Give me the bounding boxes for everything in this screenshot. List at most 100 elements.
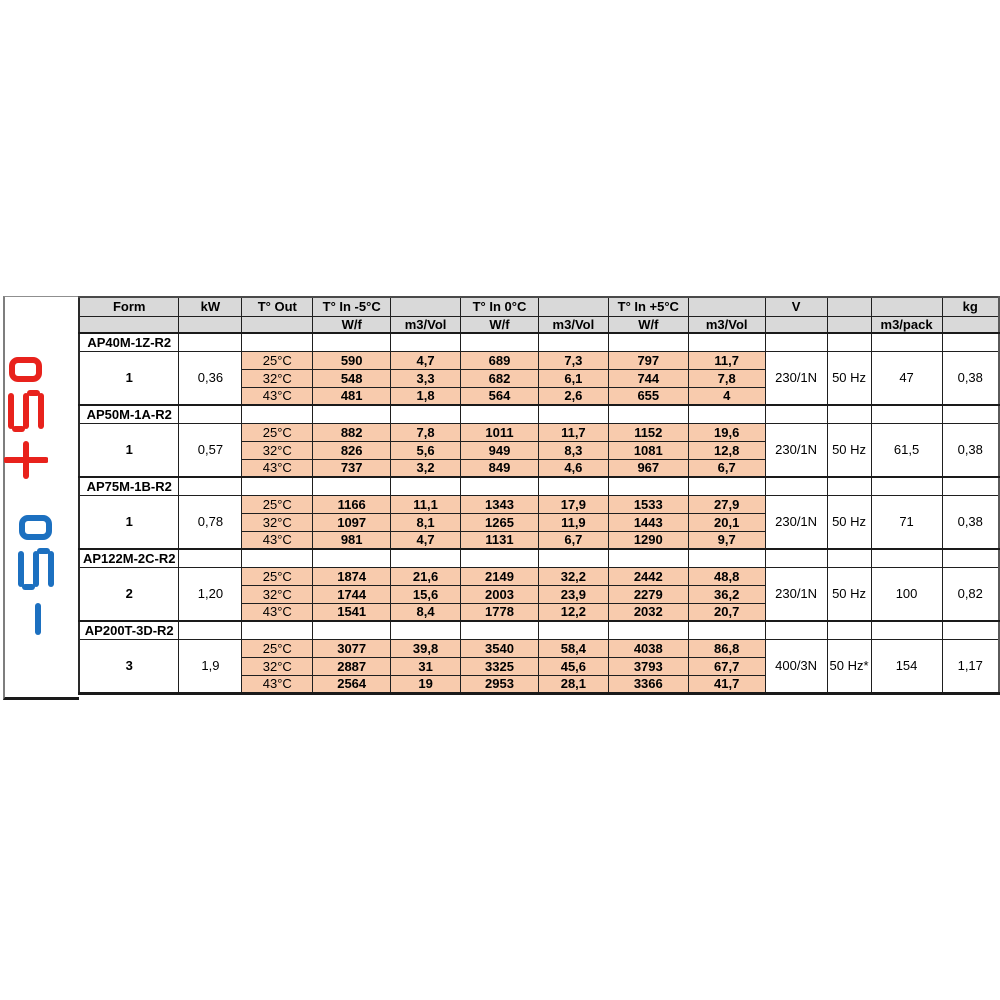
cell-wf-minus5: 1874 <box>312 566 392 586</box>
cell-m3vol-minus5: 39,8 <box>390 638 462 658</box>
cell-wf-minus5: 3077 <box>312 638 392 658</box>
cell-m3vol-plus5: 19,6 <box>687 422 766 442</box>
cell-wf-minus5-blank <box>312 476 392 496</box>
cell-wf-plus5: 2279 <box>607 584 689 604</box>
cell-m3vol-plus5: 9,7 <box>687 530 766 550</box>
cell-hz: 50 Hz <box>826 566 872 622</box>
cell-m3vol-0: 17,9 <box>537 494 609 514</box>
cell-m3vol-plus5: 48,8 <box>687 566 766 586</box>
cell-wf-plus5-blank <box>607 332 689 352</box>
header-wf-plus5: W/f <box>607 315 689 334</box>
cell-v: 400/3N <box>764 638 828 694</box>
header2-blank-kg <box>941 315 1000 334</box>
cell-m3vol-0: 4,6 <box>537 458 609 478</box>
cell-m3vol-minus5: 7,8 <box>390 422 462 442</box>
header-row-1: Form kW T° Out T° In -5°C T° In 0°C T° I… <box>78 296 1000 317</box>
cell-wf-0: 682 <box>460 368 539 388</box>
header-m3vol-plus5: m3/Vol <box>687 315 766 334</box>
cell-m3vol-0: 7,3 <box>537 350 609 370</box>
cell-hz: 50 Hz* <box>826 638 872 694</box>
cell-wf-minus5-blank <box>312 620 392 640</box>
cell-wf-plus5: 1081 <box>607 440 689 460</box>
cell-wf-0: 2953 <box>460 674 539 694</box>
header-blank-5 <box>870 296 943 317</box>
cell-wf-0: 3540 <box>460 638 539 658</box>
cell-m3vol-0-blank <box>537 476 609 496</box>
cell-t-out-blank <box>241 332 314 352</box>
model-name: AP50M-1A-R2 <box>78 404 180 424</box>
cell-m3vol-plus5: 11,7 <box>687 350 766 370</box>
minus5-seven-segment-icon <box>18 515 54 635</box>
cell-m3vol-0-blank <box>537 332 609 352</box>
cell-t-out: 25°C <box>241 494 314 514</box>
cell-hz-blank <box>826 548 872 568</box>
cell-wf-minus5: 1166 <box>312 494 392 514</box>
cell-hz-blank <box>826 620 872 640</box>
header-t-in-0: T° In 0°C <box>460 296 539 317</box>
cell-t-out: 25°C <box>241 566 314 586</box>
cell-wf-minus5: 548 <box>312 368 392 388</box>
cell-t-out-blank <box>241 404 314 424</box>
cell-wf-0: 1343 <box>460 494 539 514</box>
header-m3vol-minus5: m3/Vol <box>390 315 462 334</box>
cell-m3vol-minus5: 8,4 <box>390 602 462 622</box>
cell-m3vol-0: 6,7 <box>537 530 609 550</box>
model-row: AP50M-1A-R2 <box>78 404 1000 424</box>
cell-m3pack-blank <box>870 332 943 352</box>
cell-kg-blank <box>941 404 1000 424</box>
cell-wf-plus5: 1443 <box>607 512 689 532</box>
cell-kw: 0,57 <box>178 422 243 478</box>
cell-m3vol-minus5: 21,6 <box>390 566 462 586</box>
data-row: 32°C 1097 8,1 1265 11,9 1443 20,1 <box>79 512 999 532</box>
cell-wf-plus5: 3793 <box>607 656 689 676</box>
cell-wf-0: 949 <box>460 440 539 460</box>
cell-wf-plus5: 3366 <box>607 674 689 694</box>
cell-m3vol-minus5: 8,1 <box>390 512 462 532</box>
cell-m3vol-0: 2,6 <box>537 386 609 406</box>
cell-wf-minus5: 2564 <box>312 674 392 694</box>
cell-m3vol-plus5-blank <box>687 476 766 496</box>
cell-kg-blank <box>941 548 1000 568</box>
cell-m3vol-minus5: 19 <box>390 674 462 694</box>
cell-t-out: 25°C <box>241 350 314 370</box>
cell-m3vol-plus5: 67,7 <box>687 656 766 676</box>
cell-wf-0-blank <box>460 332 539 352</box>
cell-v: 230/1N <box>764 566 828 622</box>
data-row: 32°C 548 3,3 682 6,1 744 7,8 <box>79 368 999 388</box>
cell-t-out: 43°C <box>241 386 314 406</box>
cell-kw-blank <box>178 332 243 352</box>
spec-table: Form kW T° Out T° In -5°C T° In 0°C T° I… <box>78 296 1000 695</box>
cell-m3vol-minus5-blank <box>390 548 462 568</box>
model-name: AP200T-3D-R2 <box>78 620 180 640</box>
cell-v: 230/1N <box>764 422 828 478</box>
cell-m3vol-minus5-blank <box>390 404 462 424</box>
header-kw: kW <box>178 296 243 317</box>
cell-m3vol-0-blank <box>537 548 609 568</box>
cell-hz-blank <box>826 476 872 496</box>
header-wf-minus5: W/f <box>312 315 392 334</box>
cell-m3pack-blank <box>870 476 943 496</box>
model-row: AP75M-1B-R2 <box>78 476 1000 496</box>
data-row: 43°C 481 1,8 564 2,6 655 4 <box>79 386 999 406</box>
cell-m3vol-plus5: 36,2 <box>687 584 766 604</box>
cell-wf-plus5-blank <box>607 404 689 424</box>
header-v: V <box>764 296 828 317</box>
cell-form: 3 <box>78 638 180 694</box>
cell-m3vol-minus5: 31 <box>390 656 462 676</box>
cell-hz: 50 Hz <box>826 350 872 406</box>
model-row: AP200T-3D-R2 <box>78 620 1000 640</box>
cell-t-out: 32°C <box>241 368 314 388</box>
cell-wf-plus5: 1290 <box>607 530 689 550</box>
cell-m3vol-0: 12,2 <box>537 602 609 622</box>
cell-wf-0: 564 <box>460 386 539 406</box>
cell-m3vol-0: 58,4 <box>537 638 609 658</box>
cell-m3vol-plus5-blank <box>687 404 766 424</box>
cell-m3vol-minus5: 11,1 <box>390 494 462 514</box>
cell-m3vol-plus5: 20,7 <box>687 602 766 622</box>
cell-wf-0: 2149 <box>460 566 539 586</box>
cell-wf-plus5: 797 <box>607 350 689 370</box>
cell-v: 230/1N <box>764 494 828 550</box>
cell-wf-plus5: 2442 <box>607 566 689 586</box>
cell-wf-0-blank <box>460 548 539 568</box>
cell-t-out: 32°C <box>241 656 314 676</box>
